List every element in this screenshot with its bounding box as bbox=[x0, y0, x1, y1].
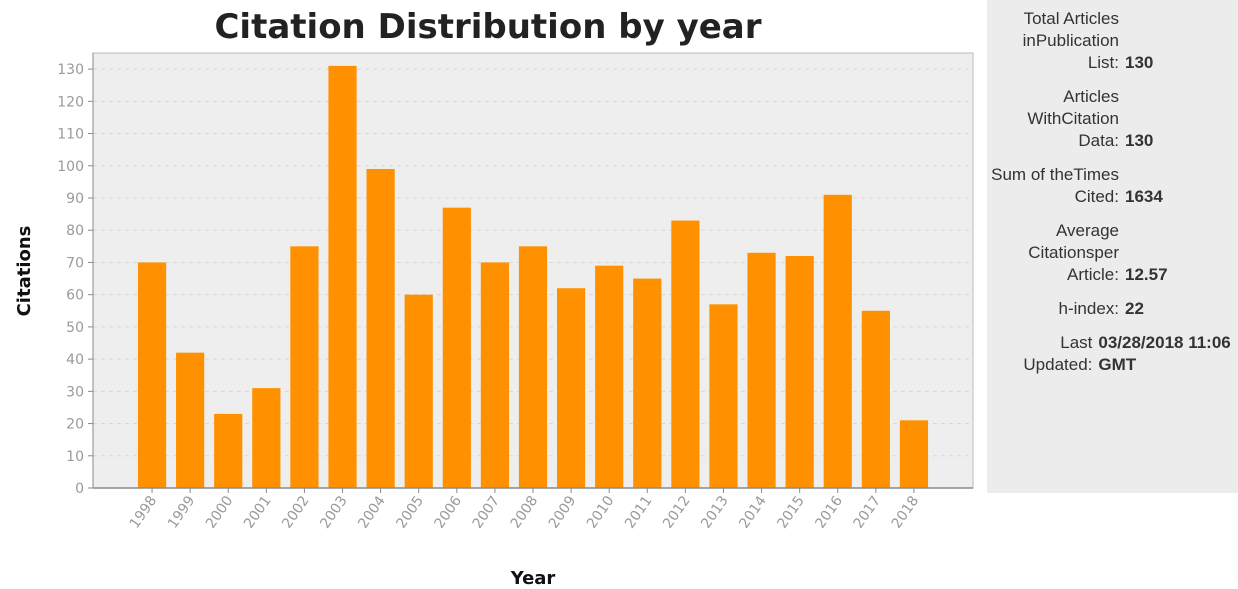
x-tick-label: 2018 bbox=[889, 493, 923, 531]
bar-2006 bbox=[442, 207, 471, 488]
x-tick-label: 2001 bbox=[241, 493, 275, 531]
x-tick-label: 2011 bbox=[622, 493, 656, 531]
bar-2003 bbox=[328, 65, 357, 488]
bar-2009 bbox=[557, 288, 586, 488]
x-axis-title: Year bbox=[510, 568, 556, 589]
x-tick-label: 2003 bbox=[317, 493, 351, 531]
bar-2017 bbox=[861, 310, 890, 488]
x-tick-label: 1999 bbox=[165, 493, 199, 531]
stat-label: Sum of theTimes Cited: bbox=[991, 165, 1119, 206]
bar-2008 bbox=[518, 246, 548, 488]
bar-2002 bbox=[290, 246, 319, 488]
x-tick-label: 2012 bbox=[660, 493, 694, 531]
y-axis-ticks: 0 10 20 30 40 50 60 70 80 90 100 110 120 130 bbox=[57, 62, 93, 497]
citation-stats-panel: Total Articles inPublication List: 130 A… bbox=[987, 0, 1238, 493]
stat-last-updated: Last Updated: 03/28/2018 11:06 GMT bbox=[987, 332, 1238, 376]
y-tick-label: 60 bbox=[66, 288, 84, 304]
y-tick-label: 20 bbox=[66, 417, 84, 433]
x-tick-label: 2000 bbox=[203, 493, 237, 531]
stat-label: Average Citationsper Article: bbox=[1028, 221, 1119, 284]
bar-1999 bbox=[176, 352, 205, 488]
chart-title: Citation Distribution by year bbox=[214, 7, 761, 47]
bar-2012 bbox=[671, 220, 700, 489]
y-tick-label: 130 bbox=[57, 62, 84, 78]
x-tick-label: 2009 bbox=[546, 493, 580, 531]
stat-h-index: h-index: 22 bbox=[987, 298, 1238, 320]
stat-sum-times-cited: Sum of theTimes Cited: 1634 bbox=[987, 164, 1238, 208]
x-tick-label: 2010 bbox=[584, 493, 618, 531]
x-tick-label: 2017 bbox=[851, 493, 885, 531]
bar-2016 bbox=[823, 194, 852, 488]
x-tick-label: 2006 bbox=[432, 493, 466, 531]
y-tick-label: 120 bbox=[57, 94, 84, 110]
stat-value: 12.57 bbox=[1125, 265, 1168, 284]
stat-average-citations: Average Citationsper Article: 12.57 bbox=[987, 220, 1238, 286]
x-tick-label: 2002 bbox=[279, 493, 313, 531]
bar-1998 bbox=[137, 262, 167, 488]
y-tick-label: 0 bbox=[75, 481, 84, 497]
bars bbox=[137, 65, 929, 489]
stat-label: h-index: bbox=[1058, 299, 1119, 318]
stat-value: 130 bbox=[1125, 53, 1154, 72]
bar-2005 bbox=[404, 294, 433, 488]
y-tick-label: 40 bbox=[66, 352, 84, 368]
x-tick-label: 1998 bbox=[127, 493, 161, 531]
bar-2013 bbox=[709, 304, 738, 488]
x-tick-label: 2005 bbox=[393, 493, 427, 531]
bar-2007 bbox=[480, 262, 509, 488]
bar-2011 bbox=[633, 278, 662, 488]
bar-2018 bbox=[899, 420, 929, 488]
stat-value: 22 bbox=[1125, 299, 1144, 318]
stat-label: Last Updated: bbox=[1023, 333, 1093, 374]
stat-articles-with-data: Articles WithCitation Data: 130 bbox=[987, 86, 1238, 152]
y-tick-label: 110 bbox=[57, 127, 84, 143]
x-tick-label: 2007 bbox=[470, 493, 504, 531]
x-tick-label: 2013 bbox=[698, 493, 732, 531]
stat-value: 03/28/2018 11:06 GMT bbox=[1098, 333, 1231, 374]
x-tick-label: 2008 bbox=[508, 493, 542, 531]
y-tick-label: 100 bbox=[57, 159, 84, 175]
y-tick-label: 50 bbox=[66, 320, 84, 336]
bar-2000 bbox=[214, 413, 243, 488]
bar-2015 bbox=[785, 256, 814, 488]
stat-label: Articles WithCitation Data: bbox=[1027, 87, 1119, 150]
x-tick-label: 2016 bbox=[812, 493, 846, 531]
bar-2001 bbox=[252, 388, 281, 488]
y-tick-label: 90 bbox=[66, 191, 84, 207]
y-tick-label: 10 bbox=[66, 449, 84, 465]
bar-2014 bbox=[747, 252, 776, 488]
x-tick-label: 2004 bbox=[355, 493, 389, 531]
stat-value: 130 bbox=[1125, 131, 1154, 150]
x-axis-ticks: 1998 1999 2000 2001 2002 2003 2004 2005 2006 2007… bbox=[127, 488, 922, 531]
y-axis-title: Citations bbox=[14, 226, 35, 317]
bar-2004 bbox=[366, 169, 395, 488]
y-tick-label: 30 bbox=[66, 384, 84, 400]
citation-chart: Citation Distribution by year 0 10 20 30 40 5… bbox=[14, 7, 974, 589]
y-tick-label: 80 bbox=[66, 223, 84, 239]
y-tick-label: 70 bbox=[66, 255, 84, 271]
stat-value: 1634 bbox=[1125, 187, 1163, 206]
bar-2010 bbox=[595, 265, 624, 488]
x-tick-label: 2015 bbox=[774, 493, 808, 531]
x-tick-label: 2014 bbox=[736, 493, 770, 531]
stat-total-articles: Total Articles inPublication List: 130 bbox=[987, 8, 1238, 74]
stat-label: Total Articles inPublication List: bbox=[1022, 9, 1119, 72]
